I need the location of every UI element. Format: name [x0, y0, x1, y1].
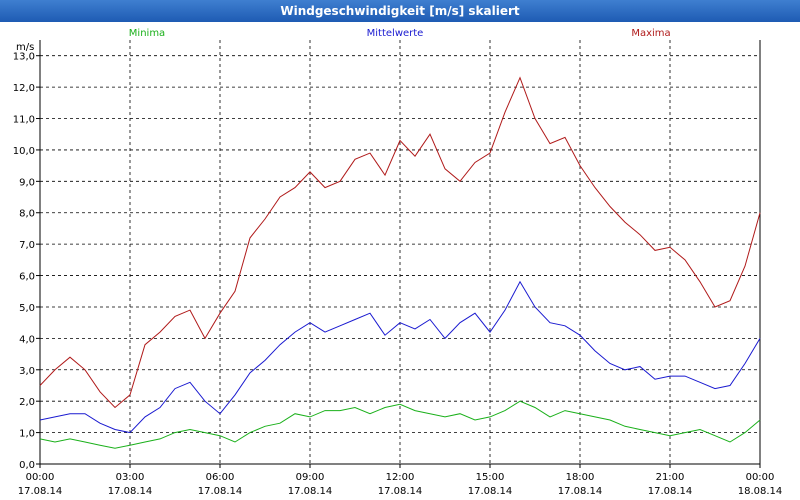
y-tick-label: 12,0: [13, 83, 35, 94]
x-tick-time: 18:00: [566, 472, 595, 483]
x-tick-time: 00:00: [26, 472, 55, 483]
series-maxima-line: [39, 76, 761, 409]
series-lines: [39, 76, 761, 449]
line-chart: 0,0 1,0 2,0 3,0 4,0 5,0 6,0 7,0 8,0 9,0 10,0 11,0 12…: [0, 22, 800, 500]
x-tick-time: 06:00: [206, 472, 235, 483]
y-tick-label: 13,0: [13, 52, 35, 63]
y-tick-label: 10,0: [13, 146, 35, 157]
x-tick-date: 17.08.14: [288, 486, 333, 497]
x-tick-date: 17.08.14: [108, 486, 153, 497]
x-tick-time: 21:00: [656, 472, 685, 483]
grid: [40, 40, 760, 464]
x-axis-ticks: 00:00 17.08.14 03:00 17.08.14 06:00 17.08.14 0…: [18, 464, 783, 497]
y-tick-label: 8,0: [19, 209, 35, 220]
legend: Minima Mittelwerte Maxima: [129, 28, 671, 39]
y-tick-label: 0,0: [19, 460, 35, 471]
plot-background: [0, 22, 800, 500]
chart-title: Windgeschwindigkeit [m/s] skaliert: [0, 0, 800, 22]
x-tick-time: 15:00: [476, 472, 505, 483]
x-tick-date: 17.08.14: [198, 486, 243, 497]
x-tick-time: 09:00: [296, 472, 325, 483]
legend-maxima: Maxima: [631, 28, 670, 39]
y-axis-label: m/s: [16, 42, 34, 53]
y-tick-label: 4,0: [19, 334, 35, 345]
x-tick-time: 12:00: [386, 472, 415, 483]
y-tick-label: 7,0: [19, 240, 35, 251]
y-tick-label: 2,0: [19, 397, 35, 408]
y-axis-ticks: 0,0 1,0 2,0 3,0 4,0 5,0 6,0 7,0 8,0 9,0 10,0 11,0 12…: [13, 52, 40, 471]
x-tick-date: 17.08.14: [648, 486, 693, 497]
legend-minima: Minima: [129, 28, 165, 39]
series-minima-line: [39, 400, 761, 449]
y-tick-label: 3,0: [19, 366, 35, 377]
y-tick-label: 6,0: [19, 272, 35, 283]
x-tick-date: 18.08.14: [738, 486, 783, 497]
series-mittelwerte-line: [39, 280, 761, 434]
x-tick-date: 17.08.14: [468, 486, 513, 497]
x-tick-time: 03:00: [116, 472, 145, 483]
y-tick-label: 9,0: [19, 177, 35, 188]
x-tick-time: 00:00: [746, 472, 775, 483]
y-tick-label: 5,0: [19, 303, 35, 314]
x-tick-date: 17.08.14: [558, 486, 603, 497]
x-tick-date: 17.08.14: [18, 486, 63, 497]
x-tick-date: 17.08.14: [378, 486, 423, 497]
legend-mittelwerte: Mittelwerte: [367, 28, 424, 39]
y-tick-label: 11,0: [13, 115, 35, 126]
y-tick-label: 1,0: [19, 429, 35, 440]
